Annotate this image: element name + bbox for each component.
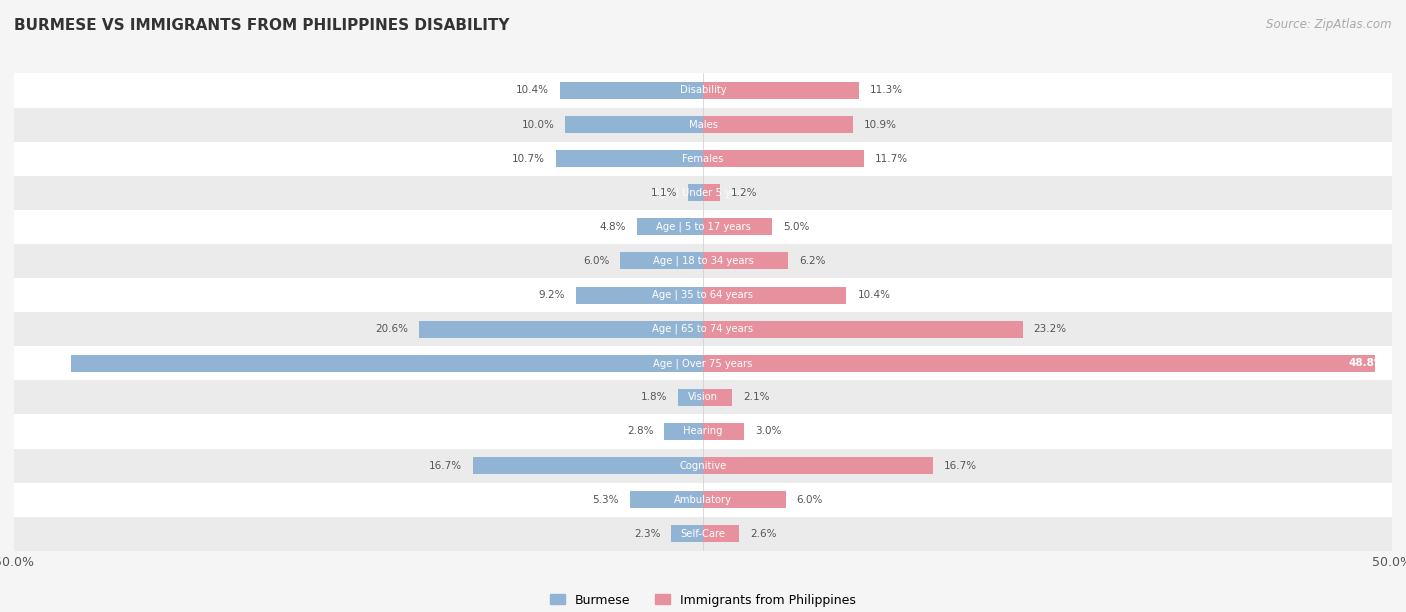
- Bar: [14, 210, 1392, 244]
- Text: 2.6%: 2.6%: [749, 529, 776, 539]
- Bar: [703, 457, 934, 474]
- Text: 4.8%: 4.8%: [599, 222, 626, 232]
- Bar: [703, 355, 1375, 371]
- Text: Age | Over 75 years: Age | Over 75 years: [654, 358, 752, 368]
- Text: 5.3%: 5.3%: [592, 494, 619, 505]
- Bar: [14, 312, 1392, 346]
- Bar: [703, 286, 846, 304]
- Text: 9.2%: 9.2%: [538, 290, 565, 300]
- Bar: [703, 218, 772, 236]
- Text: 2.8%: 2.8%: [627, 427, 654, 436]
- Bar: [14, 380, 1392, 414]
- Bar: [14, 108, 1392, 141]
- Bar: [14, 141, 1392, 176]
- Text: 23.2%: 23.2%: [1033, 324, 1067, 334]
- Text: 10.7%: 10.7%: [512, 154, 544, 163]
- Bar: [703, 184, 720, 201]
- Bar: [671, 525, 703, 542]
- Bar: [14, 244, 1392, 278]
- Text: 6.0%: 6.0%: [583, 256, 609, 266]
- Text: 1.2%: 1.2%: [731, 188, 756, 198]
- Bar: [703, 116, 853, 133]
- Text: 11.7%: 11.7%: [875, 154, 908, 163]
- Text: Age | 18 to 34 years: Age | 18 to 34 years: [652, 256, 754, 266]
- Text: 20.6%: 20.6%: [375, 324, 408, 334]
- Bar: [560, 82, 703, 99]
- Bar: [14, 176, 1392, 210]
- Text: 16.7%: 16.7%: [945, 461, 977, 471]
- Bar: [576, 286, 703, 304]
- Text: 48.8%: 48.8%: [1348, 358, 1385, 368]
- Legend: Burmese, Immigrants from Philippines: Burmese, Immigrants from Philippines: [550, 594, 856, 606]
- Text: BURMESE VS IMMIGRANTS FROM PHILIPPINES DISABILITY: BURMESE VS IMMIGRANTS FROM PHILIPPINES D…: [14, 18, 509, 34]
- Bar: [703, 252, 789, 269]
- Text: 3.0%: 3.0%: [755, 427, 782, 436]
- Bar: [555, 150, 703, 167]
- Bar: [14, 73, 1392, 108]
- Text: 10.0%: 10.0%: [522, 119, 554, 130]
- Text: 10.9%: 10.9%: [865, 119, 897, 130]
- Bar: [565, 116, 703, 133]
- Bar: [14, 517, 1392, 551]
- Text: Source: ZipAtlas.com: Source: ZipAtlas.com: [1267, 18, 1392, 31]
- Text: 6.0%: 6.0%: [797, 494, 823, 505]
- Text: Hearing: Hearing: [683, 427, 723, 436]
- Bar: [703, 150, 865, 167]
- Text: Cognitive: Cognitive: [679, 461, 727, 471]
- Text: Age | Under 5 years: Age | Under 5 years: [654, 187, 752, 198]
- Bar: [70, 355, 703, 371]
- Text: Age | 5 to 17 years: Age | 5 to 17 years: [655, 222, 751, 232]
- Bar: [14, 346, 1392, 380]
- Text: 16.7%: 16.7%: [429, 461, 461, 471]
- Bar: [703, 423, 744, 440]
- Text: Males: Males: [689, 119, 717, 130]
- Bar: [14, 414, 1392, 449]
- Text: 1.8%: 1.8%: [641, 392, 668, 402]
- Text: 6.2%: 6.2%: [800, 256, 825, 266]
- Bar: [14, 278, 1392, 312]
- Text: Self-Care: Self-Care: [681, 529, 725, 539]
- Text: Ambulatory: Ambulatory: [673, 494, 733, 505]
- Bar: [703, 389, 733, 406]
- Text: 2.1%: 2.1%: [742, 392, 769, 402]
- Bar: [703, 491, 786, 508]
- Bar: [688, 184, 703, 201]
- Text: Disability: Disability: [679, 86, 727, 95]
- Bar: [665, 423, 703, 440]
- Bar: [620, 252, 703, 269]
- Bar: [472, 457, 703, 474]
- Bar: [14, 449, 1392, 483]
- Text: Vision: Vision: [688, 392, 718, 402]
- Bar: [703, 321, 1022, 338]
- Bar: [14, 483, 1392, 517]
- Bar: [678, 389, 703, 406]
- Text: Age | 35 to 64 years: Age | 35 to 64 years: [652, 290, 754, 300]
- Text: 5.0%: 5.0%: [783, 222, 810, 232]
- Bar: [703, 82, 859, 99]
- Text: 45.9%: 45.9%: [21, 358, 58, 368]
- Bar: [637, 218, 703, 236]
- Text: 10.4%: 10.4%: [516, 86, 548, 95]
- Bar: [419, 321, 703, 338]
- Text: 2.3%: 2.3%: [634, 529, 661, 539]
- Text: Females: Females: [682, 154, 724, 163]
- Bar: [703, 525, 738, 542]
- Text: 11.3%: 11.3%: [870, 86, 903, 95]
- Bar: [630, 491, 703, 508]
- Text: 1.1%: 1.1%: [651, 188, 676, 198]
- Text: Age | 65 to 74 years: Age | 65 to 74 years: [652, 324, 754, 334]
- Text: 10.4%: 10.4%: [858, 290, 890, 300]
